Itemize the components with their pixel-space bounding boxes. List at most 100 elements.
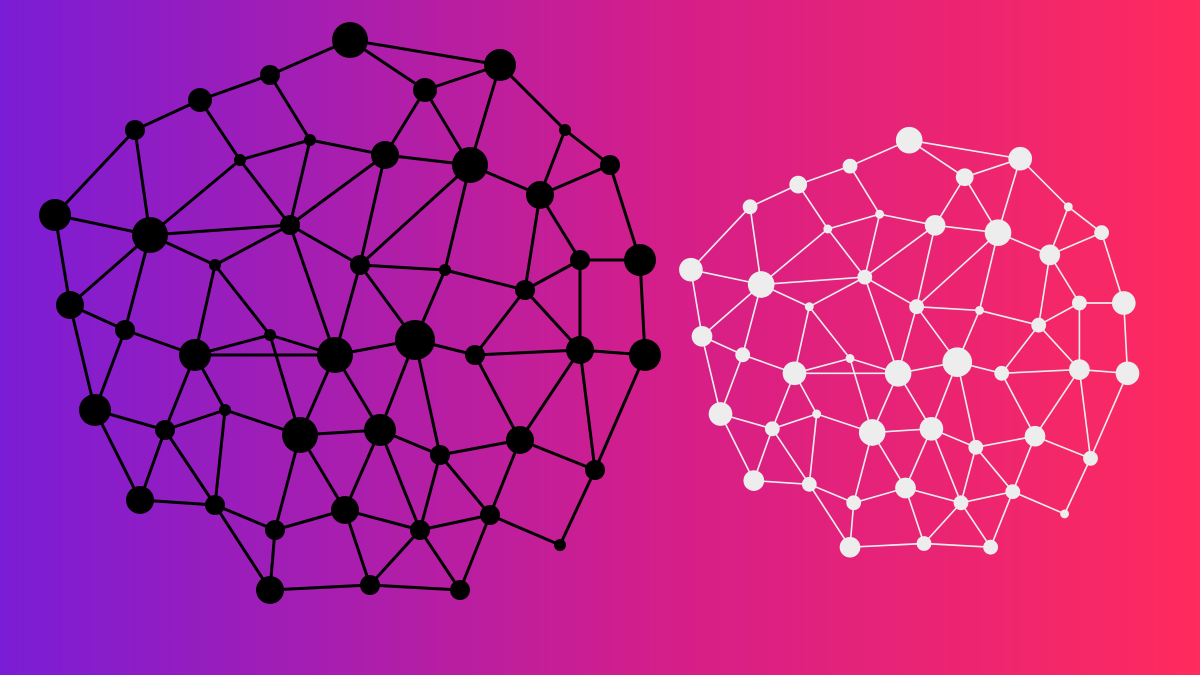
network-node [985, 219, 1012, 246]
network-node [526, 181, 554, 209]
network-node [840, 537, 861, 558]
network-node [209, 259, 221, 271]
network-node [789, 176, 807, 194]
network-node [256, 576, 284, 604]
network-node [39, 199, 71, 231]
network-node [332, 22, 368, 58]
network-node [234, 154, 246, 166]
network-node [371, 141, 399, 169]
network-node [1112, 291, 1136, 315]
network-node [559, 124, 571, 136]
network-node [317, 337, 353, 373]
network-node [264, 329, 276, 341]
network-node [783, 361, 807, 385]
network-node [917, 536, 932, 551]
network-node [155, 420, 175, 440]
network-node [506, 426, 534, 454]
network-node [515, 280, 535, 300]
network-node [859, 419, 886, 446]
network-node [802, 477, 817, 492]
network-node [410, 520, 430, 540]
network-node [452, 147, 488, 183]
network-node [629, 339, 661, 371]
network-node [994, 366, 1009, 381]
network-node [79, 394, 111, 426]
network-node [439, 264, 451, 276]
network-node [1116, 361, 1140, 385]
network-node [585, 460, 605, 480]
network-node [1094, 225, 1109, 240]
network-node [554, 539, 566, 551]
network-node [179, 339, 211, 371]
network-node [624, 244, 656, 276]
network-node [1031, 318, 1046, 333]
network-node [265, 520, 285, 540]
network-node [430, 445, 450, 465]
network-node [846, 354, 855, 363]
network-node [566, 336, 594, 364]
network-node [846, 495, 861, 510]
network-node [125, 120, 145, 140]
network-node [748, 271, 775, 298]
network-node [1060, 509, 1069, 518]
network-node [735, 347, 750, 362]
network-node [1039, 245, 1060, 266]
network-node [1069, 359, 1090, 380]
network-node [188, 88, 212, 112]
background [0, 0, 1200, 675]
network-node [205, 495, 225, 515]
network-node [1064, 202, 1073, 211]
network-node [364, 414, 396, 446]
network-node [920, 417, 944, 441]
network-node [885, 360, 912, 387]
network-node [600, 155, 620, 175]
network-node [743, 470, 764, 491]
network-node [805, 302, 814, 311]
network-node [280, 215, 300, 235]
network-node [896, 127, 923, 154]
network-node [395, 320, 435, 360]
network-node [1005, 484, 1020, 499]
network-node [360, 575, 380, 595]
network-node [56, 291, 84, 319]
network-node [968, 440, 983, 455]
network-node [743, 199, 758, 214]
network-node [895, 478, 916, 499]
network-node [875, 210, 884, 219]
network-node [570, 250, 590, 270]
network-node [480, 505, 500, 525]
network-node [956, 168, 974, 186]
network-node [975, 306, 984, 315]
network-node [132, 217, 168, 253]
network-node [983, 540, 998, 555]
network-node [465, 345, 485, 365]
network-node [350, 255, 370, 275]
network-node [692, 326, 713, 347]
network-node [954, 495, 969, 510]
network-node [484, 49, 516, 81]
network-node [1072, 296, 1087, 311]
network-node [843, 159, 858, 174]
network-node [115, 320, 135, 340]
network-node [331, 496, 359, 524]
network-node [260, 65, 280, 85]
network-node [925, 215, 946, 236]
network-node [413, 78, 437, 102]
network-node [909, 299, 924, 314]
network-node [450, 580, 470, 600]
network-node [1008, 147, 1032, 171]
network-node [219, 404, 231, 416]
network-node [1083, 451, 1098, 466]
network-node [1025, 426, 1046, 447]
network-diagram [0, 0, 1200, 675]
network-node [812, 410, 821, 419]
network-node [679, 258, 703, 282]
network-node [126, 486, 154, 514]
network-node [765, 421, 780, 436]
network-node [823, 225, 832, 234]
network-node [282, 417, 318, 453]
network-node [304, 134, 316, 146]
network-node [943, 347, 973, 377]
network-node [857, 270, 872, 285]
network-node [709, 402, 733, 426]
